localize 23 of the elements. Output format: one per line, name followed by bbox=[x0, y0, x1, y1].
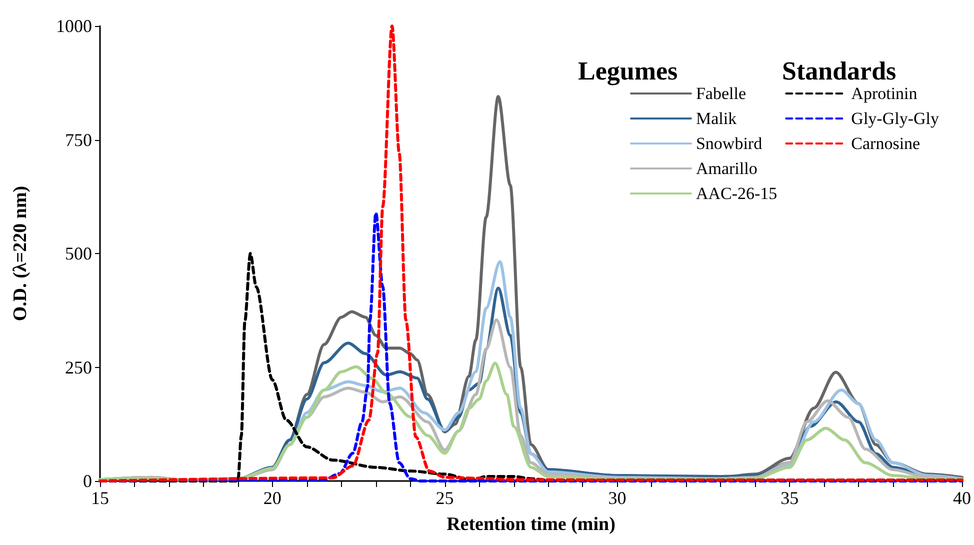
legend-label: Aprotinin bbox=[851, 84, 918, 103]
legend-label: Malik bbox=[696, 109, 738, 128]
legend-title: Legumes bbox=[578, 56, 678, 86]
legend-label: Amarillo bbox=[696, 159, 758, 178]
x-tick-label: 35 bbox=[780, 488, 799, 508]
legend-label: Carnosine bbox=[851, 134, 920, 153]
annotation: Standards bbox=[782, 56, 896, 86]
y-tick-label: 0 bbox=[83, 471, 92, 491]
x-tick-label: 40 bbox=[953, 488, 971, 508]
y-tick-label: 1000 bbox=[56, 16, 92, 36]
x-tick-label: 15 bbox=[91, 488, 109, 508]
legend-label: Snowbird bbox=[696, 134, 763, 153]
legend-label: Gly-Gly-Gly bbox=[851, 109, 940, 128]
x-axis-title: Retention time (min) bbox=[446, 514, 616, 535]
x-tick-label: 20 bbox=[263, 488, 282, 508]
y-axis-title: O.D. (λ=220 nm) bbox=[10, 186, 31, 322]
x-tick-label: 30 bbox=[608, 488, 626, 508]
y-tick-label: 250 bbox=[65, 357, 92, 378]
y-tick-label: 750 bbox=[65, 130, 92, 150]
legend-label: Fabelle bbox=[696, 84, 746, 103]
legend-label: AAC-26-15 bbox=[696, 184, 778, 203]
x-tick-label: 25 bbox=[436, 488, 454, 508]
y-tick-label: 500 bbox=[65, 244, 92, 264]
